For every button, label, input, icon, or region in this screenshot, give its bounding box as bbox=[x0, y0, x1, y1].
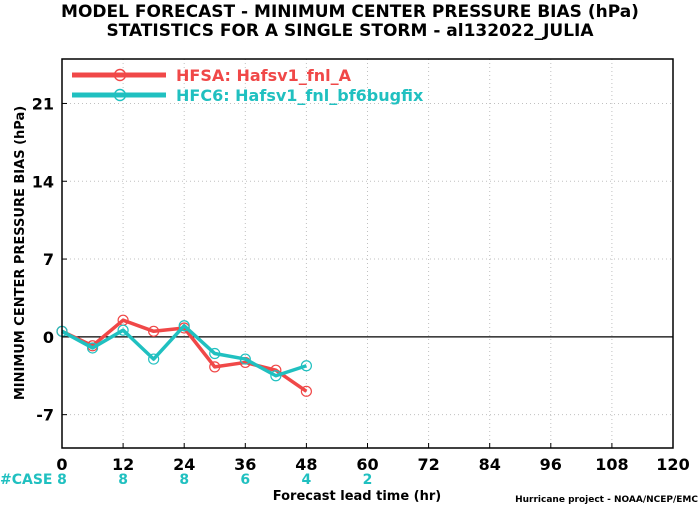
y-tick-label: 21 bbox=[32, 94, 54, 113]
case-count: 8 bbox=[118, 472, 128, 488]
legend-marker-1 bbox=[113, 68, 127, 82]
series-2-point bbox=[270, 370, 282, 382]
case-count: 4 bbox=[302, 472, 312, 488]
x-tick-label: 60 bbox=[356, 455, 378, 474]
plot-frame bbox=[61, 58, 674, 449]
y-tick-label: 7 bbox=[43, 250, 54, 269]
grid-lines bbox=[62, 59, 673, 448]
series-2-point bbox=[86, 342, 99, 354]
x-tick-label: 48 bbox=[295, 455, 317, 474]
series-2-point bbox=[148, 353, 160, 365]
x-tick-label: 108 bbox=[595, 455, 628, 474]
x-tick-labels: 0 12 24 36 48 60 72 84 96 108 120 bbox=[56, 443, 690, 474]
chart-title-line2: STATISTICS FOR A SINGLE STORM - al132022… bbox=[106, 21, 594, 41]
x-tick-label: 36 bbox=[234, 455, 256, 474]
series-2-point bbox=[178, 320, 190, 332]
case-count-row: #CASE 8 8 8 6 4 2 bbox=[0, 472, 372, 488]
credit-text: Hurricane project - NOAA/NCEP/EMC bbox=[515, 495, 698, 505]
legend-label-2: HFC6: Hafsv1_fnl_bf6bugfix bbox=[176, 86, 424, 105]
case-count: 8 bbox=[57, 472, 67, 488]
y-tick-label: -7 bbox=[36, 406, 54, 425]
y-axis-label: MINIMUM CENTER PRESSURE BIAS (hPa) bbox=[13, 106, 28, 400]
series-2-point bbox=[300, 360, 312, 372]
series-1-point bbox=[148, 325, 160, 337]
series-1-point bbox=[300, 385, 312, 397]
x-tick-label: 96 bbox=[540, 455, 562, 474]
x-tick-label: 24 bbox=[173, 455, 195, 474]
x-tick-label: 0 bbox=[56, 455, 67, 474]
x-tick-label: 84 bbox=[479, 455, 501, 474]
series-2-point bbox=[117, 324, 129, 336]
case-count: 8 bbox=[179, 472, 189, 488]
x-tick-label: 120 bbox=[656, 455, 689, 474]
y-tick-label: 14 bbox=[32, 172, 54, 191]
case-count: 2 bbox=[363, 472, 373, 488]
case-count: 6 bbox=[240, 472, 250, 488]
x-tick-label: 72 bbox=[417, 455, 439, 474]
y-tick-labels: -7 0 7 14 21 bbox=[32, 94, 67, 425]
series-group bbox=[56, 314, 312, 397]
legend-label-1: HFSA: Hafsv1_fnl_A bbox=[176, 66, 352, 85]
legend-marker-2 bbox=[113, 88, 127, 102]
case-label: #CASE bbox=[0, 472, 53, 488]
series-2-point bbox=[239, 353, 251, 365]
x-tick-label: 12 bbox=[112, 455, 134, 474]
x-axis-label: Forecast lead time (hr) bbox=[273, 489, 441, 504]
series-1-point bbox=[209, 361, 221, 373]
y-tick-label: 0 bbox=[43, 328, 54, 347]
series-line-2 bbox=[61, 323, 307, 378]
chart-title-line1: MODEL FORECAST - MINIMUM CENTER PRESSURE… bbox=[61, 2, 639, 22]
series-2-point bbox=[209, 347, 221, 360]
